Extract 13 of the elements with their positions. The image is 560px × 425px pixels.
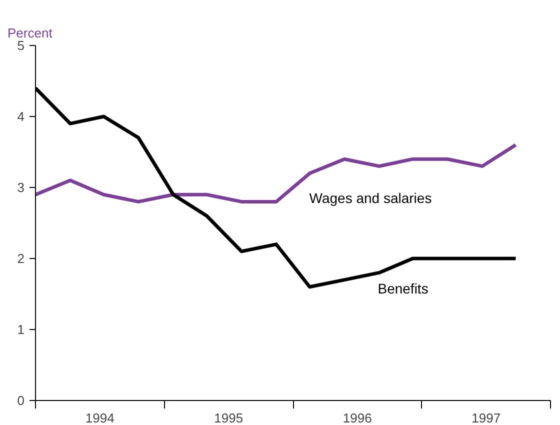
x-tick-label: 1996 <box>342 410 372 425</box>
series-label: Wages and salaries <box>309 190 432 206</box>
y-tick-label: 2 <box>17 251 25 266</box>
y-axis-title: Percent <box>8 26 53 40</box>
x-tick-label: 1997 <box>472 410 501 425</box>
y-tick-label: 4 <box>17 109 25 124</box>
y-tick-label: 1 <box>17 322 25 337</box>
y-tick-label: 0 <box>17 393 25 408</box>
y-tick-label: 3 <box>17 180 25 195</box>
series-label: Benefits <box>378 280 428 296</box>
x-tick-label: 1995 <box>214 410 244 425</box>
y-tick-label: 5 <box>17 38 25 53</box>
x-tick-label: 1994 <box>85 410 114 425</box>
